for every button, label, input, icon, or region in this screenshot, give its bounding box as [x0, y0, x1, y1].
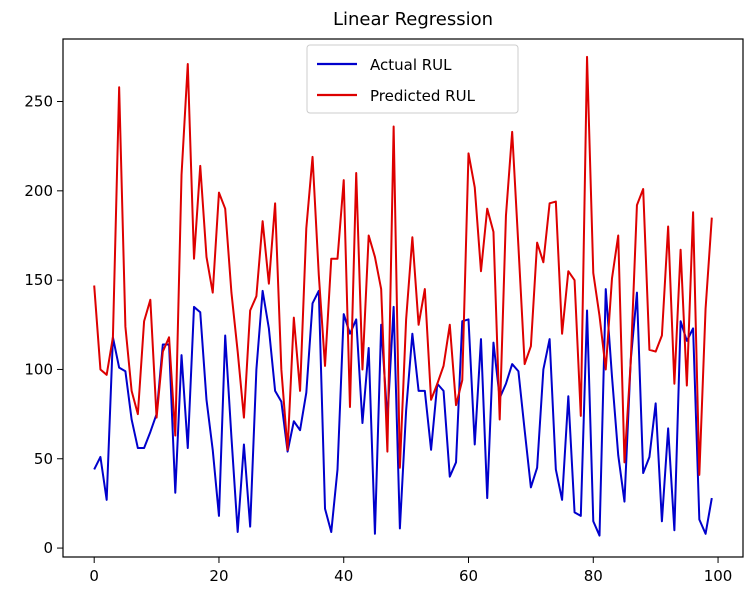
y-tick-label: 250	[24, 93, 53, 111]
series-line-predicted-rul	[93, 55, 713, 476]
y-tick-label: 0	[43, 539, 53, 557]
x-tick-label: 60	[459, 567, 478, 585]
x-tick-label: 100	[704, 567, 733, 585]
legend-box	[306, 44, 519, 114]
x-tick-label: 80	[584, 567, 603, 585]
y-tick-label: 200	[24, 182, 53, 200]
x-tick-label: 40	[334, 567, 353, 585]
x-tick-label: 0	[89, 567, 99, 585]
y-axis: 0 50 100 150 200 250	[24, 93, 63, 557]
legend-label-actual-rul: Actual RUL	[370, 56, 452, 74]
y-tick-label: 50	[34, 450, 53, 468]
series-layer	[93, 55, 713, 537]
chart-title: Linear Regression	[333, 9, 493, 30]
y-tick-label: 100	[24, 360, 53, 378]
plot-frame	[62, 38, 744, 558]
x-axis: 0 20 40 60 80 100	[89, 557, 732, 585]
y-tick-label: 150	[24, 271, 53, 289]
x-tick-label: 20	[209, 567, 228, 585]
legend-label-predicted-rul: Predicted RUL	[370, 87, 476, 105]
legend: Actual RUL Predicted RUL	[306, 44, 519, 114]
